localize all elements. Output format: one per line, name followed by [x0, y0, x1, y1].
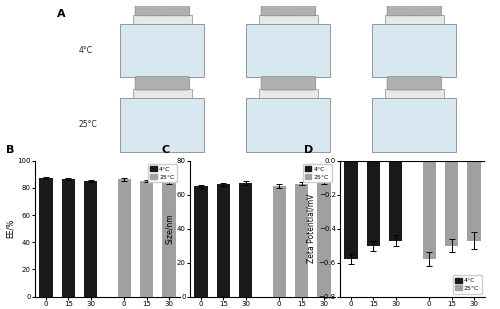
FancyBboxPatch shape — [372, 24, 456, 77]
Bar — [295, 184, 308, 297]
FancyBboxPatch shape — [387, 77, 442, 90]
Bar — [62, 180, 75, 297]
Text: 15d: 15d — [281, 9, 295, 18]
Bar — [194, 186, 208, 297]
Text: 0d: 0d — [158, 9, 168, 18]
FancyBboxPatch shape — [135, 77, 190, 90]
Y-axis label: EE/%: EE/% — [6, 219, 15, 238]
Y-axis label: Size/nm: Size/nm — [165, 213, 174, 244]
Bar — [118, 180, 131, 297]
Bar — [389, 161, 402, 240]
Bar — [162, 182, 175, 297]
Bar — [317, 182, 330, 297]
Bar — [422, 161, 436, 259]
FancyBboxPatch shape — [246, 24, 330, 77]
Text: B: B — [6, 145, 14, 155]
Bar — [40, 178, 53, 297]
FancyBboxPatch shape — [372, 98, 456, 151]
Text: C: C — [161, 145, 169, 155]
Bar — [367, 161, 380, 246]
FancyBboxPatch shape — [133, 89, 192, 98]
Bar — [445, 161, 458, 246]
FancyBboxPatch shape — [259, 89, 318, 98]
Bar — [239, 183, 252, 297]
FancyBboxPatch shape — [120, 24, 204, 77]
Text: 25°C: 25°C — [78, 120, 97, 129]
FancyBboxPatch shape — [261, 77, 316, 90]
Bar — [84, 181, 98, 297]
FancyBboxPatch shape — [135, 2, 190, 16]
FancyBboxPatch shape — [385, 89, 444, 98]
Text: 20d: 20d — [407, 9, 422, 18]
Text: 4°C: 4°C — [78, 46, 92, 55]
FancyBboxPatch shape — [261, 2, 316, 16]
FancyBboxPatch shape — [246, 98, 330, 151]
Bar — [140, 181, 153, 297]
FancyBboxPatch shape — [259, 15, 318, 24]
FancyBboxPatch shape — [120, 98, 204, 151]
Bar — [344, 161, 358, 259]
Bar — [272, 186, 286, 297]
Legend: 4°C, 25°C: 4°C, 25°C — [302, 164, 332, 182]
X-axis label: Time/d: Time/d — [400, 308, 425, 309]
Y-axis label: Zeta Potential/mV: Zeta Potential/mV — [307, 194, 316, 263]
X-axis label: Time/d: Time/d — [250, 308, 276, 309]
Bar — [217, 184, 230, 297]
Bar — [467, 161, 480, 240]
Legend: 4°C, 25°C: 4°C, 25°C — [453, 275, 482, 294]
FancyBboxPatch shape — [385, 15, 444, 24]
Text: D: D — [304, 145, 313, 155]
FancyBboxPatch shape — [387, 2, 442, 16]
FancyBboxPatch shape — [133, 15, 192, 24]
Legend: 4°C, 25°C: 4°C, 25°C — [148, 164, 177, 182]
Text: A: A — [57, 9, 66, 19]
X-axis label: Time/d: Time/d — [94, 308, 120, 309]
